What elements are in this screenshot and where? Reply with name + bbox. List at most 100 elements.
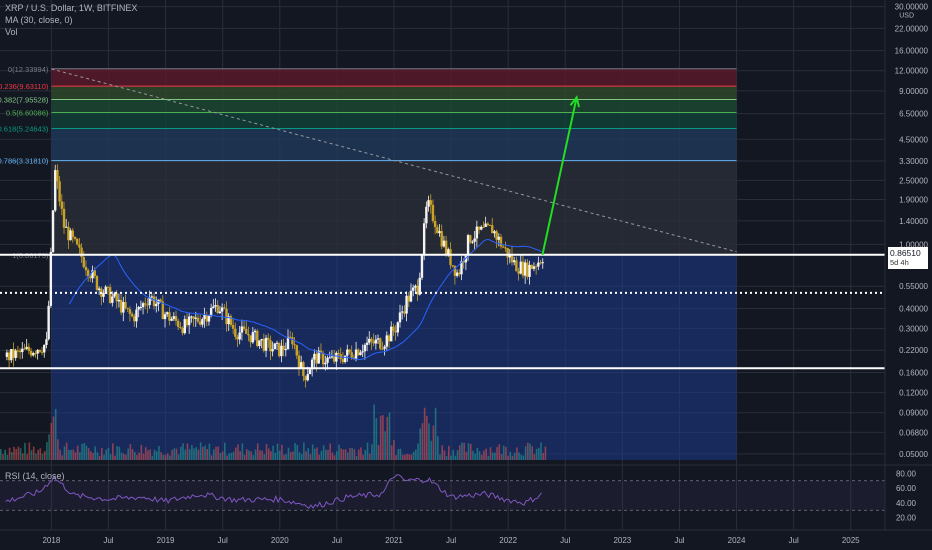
candle-body — [106, 286, 110, 288]
candle-body — [238, 332, 241, 340]
volume-bar — [24, 442, 26, 460]
candle-body — [36, 349, 39, 354]
candle-body — [499, 236, 503, 247]
candle-body — [420, 254, 424, 278]
candle-body — [130, 313, 134, 317]
candle-body — [328, 357, 331, 359]
volume-bar — [226, 455, 228, 460]
candle-body — [23, 348, 26, 350]
volume-bar — [327, 449, 329, 460]
candle-body — [464, 255, 468, 263]
volume-bar — [476, 447, 479, 460]
volume-bar — [177, 454, 180, 460]
volume-bar — [513, 452, 516, 460]
fib-zone — [51, 112, 737, 129]
candle-body — [82, 256, 85, 267]
volume-bar — [164, 454, 167, 460]
candle-body — [330, 356, 334, 358]
volume-bar — [37, 449, 39, 460]
candle-body — [152, 296, 156, 307]
volume-bar — [54, 408, 57, 460]
candle-body — [161, 301, 165, 320]
volume-bar — [46, 442, 48, 460]
candle-body — [416, 285, 419, 295]
candle-body — [229, 316, 233, 325]
candle-body — [168, 312, 171, 321]
candle-body — [304, 376, 307, 381]
volume-bar — [461, 442, 463, 460]
candle-body — [418, 277, 421, 295]
rsi-indicator-label[interactable]: RSI (14, close) — [5, 471, 65, 481]
candle-body — [306, 374, 309, 381]
price-axis[interactable]: 30.00000 22.00000 16.00000 12.00000 9.00000 6… — [884, 0, 929, 530]
volume-bar — [111, 443, 114, 460]
candle-body — [93, 270, 96, 277]
volume-bar — [441, 445, 444, 460]
volume-bar — [318, 454, 321, 460]
candle-body — [455, 272, 459, 276]
volume-bar — [17, 446, 20, 460]
volume-bar — [294, 443, 296, 460]
candle-body — [194, 317, 197, 319]
volume-bar — [120, 452, 123, 460]
volume-bar — [30, 450, 33, 460]
candle-body — [216, 305, 219, 314]
volume-bar — [26, 454, 28, 460]
candle-body — [117, 299, 121, 302]
volume-bar — [353, 449, 356, 460]
candle-body — [137, 306, 140, 310]
rsi-tick-label: 60.00 — [896, 484, 917, 493]
candle-body — [512, 260, 516, 263]
volume-bar — [533, 454, 536, 460]
volume-bar — [465, 451, 468, 460]
candle-body — [497, 236, 501, 240]
candle-body — [43, 344, 46, 353]
volume-bar — [221, 451, 224, 460]
volume-bar — [443, 450, 446, 460]
volume-bar — [456, 449, 459, 460]
volume-bar — [140, 444, 143, 460]
candle-body — [405, 295, 408, 314]
candle-body — [297, 355, 301, 369]
candle-body — [438, 231, 441, 234]
candle-body — [170, 318, 173, 321]
candle-body — [493, 231, 496, 234]
volume-bar — [428, 423, 430, 460]
fib-level-label: 0.618(5.24643) — [0, 125, 49, 134]
candle-body — [91, 270, 94, 279]
volume-bar — [474, 453, 476, 460]
candle-body — [534, 266, 538, 268]
volume-bar — [68, 449, 70, 460]
candle-body — [288, 336, 292, 338]
volume-bars — [0, 404, 547, 460]
candle-body — [269, 340, 272, 352]
ma-indicator-label[interactable]: MA (30, close, 0) — [5, 15, 73, 25]
candle-body — [460, 261, 463, 275]
y-tick-label: 0.05000 — [899, 450, 928, 459]
volume-bar — [92, 452, 94, 460]
candle-body — [488, 224, 492, 226]
candle-body — [280, 345, 283, 357]
y-tick-label: 2.50000 — [899, 176, 928, 185]
volume-bar — [458, 445, 461, 460]
candle-body — [436, 227, 439, 234]
candle-body — [104, 286, 107, 293]
candle-body — [177, 320, 180, 327]
volume-bar — [463, 442, 465, 460]
candle-body — [181, 327, 184, 334]
volume-bar — [397, 449, 400, 460]
vol-indicator-label[interactable]: Vol — [5, 27, 18, 37]
volume-bar — [342, 449, 345, 460]
candle-body — [530, 264, 533, 269]
volume-bar — [263, 454, 266, 460]
y-tick-label: 1.00000 — [899, 240, 928, 249]
x-tick-label: 2024 — [728, 536, 746, 545]
time-axis[interactable]: 2018 Jul 2019 Jul 2020 Jul 2021 Jul 2022 Jul 2023 J… — [0, 529, 932, 545]
candle-body — [528, 264, 531, 277]
candle-body — [482, 226, 485, 228]
volume-bar — [41, 453, 44, 460]
candle-body — [539, 262, 542, 264]
candle-body — [163, 314, 167, 320]
rsi-band — [0, 480, 885, 511]
